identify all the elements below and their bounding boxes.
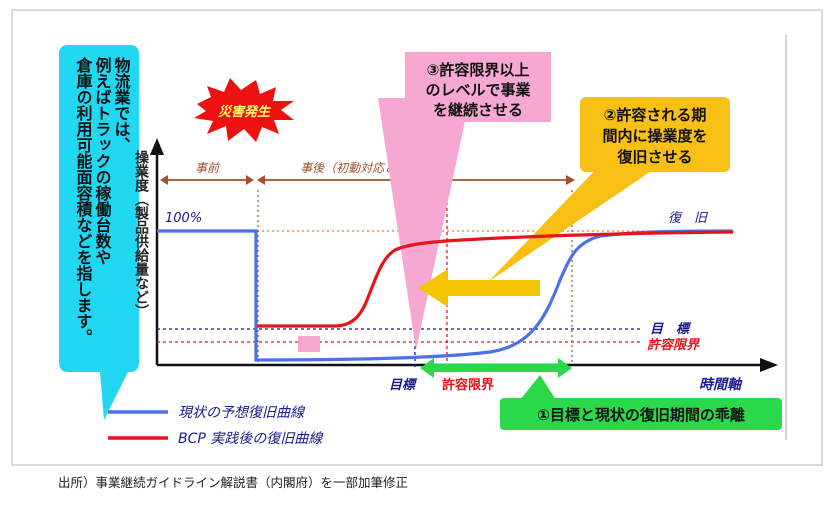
after-arrow-right: [566, 175, 575, 185]
target-label: 目 標: [650, 321, 692, 337]
after-arrow-left: [257, 175, 265, 185]
y-axis-label: 操業度（製品供給量など）: [133, 149, 150, 318]
left-note-text: 物流業では、 例えばトラックの稼働台数や 倉庫の利用可能面容積などを指します。: [74, 56, 132, 345]
x-axis-label: 時間軸: [699, 376, 743, 393]
callout3-line-2: のレベルで事業: [425, 81, 531, 99]
before-arrow-right: [246, 175, 254, 185]
before-arrow-left: [160, 175, 168, 185]
left-note-line-1: 物流業では、: [112, 56, 132, 153]
y-axis-arrow: [150, 138, 164, 155]
callout1-text: ①目標と現状の復旧期間の乖離: [537, 406, 745, 424]
gap-arrow: [420, 358, 572, 378]
x-axis-arrow: [760, 358, 778, 372]
callout3-line-3: を継続させる: [433, 101, 523, 119]
limit-label: 許容限界: [647, 337, 700, 353]
legend-current-label: 現状の予想復旧曲線: [178, 405, 306, 421]
callout2-line-2: 間内に操業度を: [602, 127, 707, 145]
level-100-label: 100%: [165, 211, 202, 226]
disaster-label: 災害発生: [218, 104, 272, 120]
callout2-pointer: [488, 165, 660, 282]
improvement-arrow: [418, 269, 540, 307]
disaster-burst: [194, 78, 294, 142]
callout3-pointer: [378, 98, 470, 350]
left-note-box: [59, 45, 139, 420]
callout2-box: [580, 97, 730, 172]
callout2-line-3: 復旧させる: [616, 148, 692, 166]
x-limit-label: 許容限界: [442, 377, 494, 393]
callout3-box: [405, 52, 551, 122]
callout1-box: [500, 398, 782, 430]
callout3-line-1: ③許容限界以上: [427, 61, 530, 79]
source-caption: 出所）事業継続ガイドライン解説書（内閣府）を一部加筆修正: [58, 475, 409, 490]
callout1-pointer: [520, 375, 556, 400]
bcp-recovery-curve: [257, 230, 734, 328]
left-note-line-3: 倉庫の利用可能面容積などを指します。: [74, 56, 94, 345]
recovery-label: 復 旧: [668, 211, 709, 226]
pink-marker: [298, 336, 320, 352]
left-note-line-2: 例えばトラックの稼働台数や: [93, 56, 113, 265]
before-label: 事前: [195, 161, 221, 175]
legend-bcp-label: BCP 実践後の復旧曲線: [178, 431, 324, 447]
callout2-line-1: ②許容される期: [604, 106, 707, 124]
x-target-label: 目標: [389, 377, 418, 393]
